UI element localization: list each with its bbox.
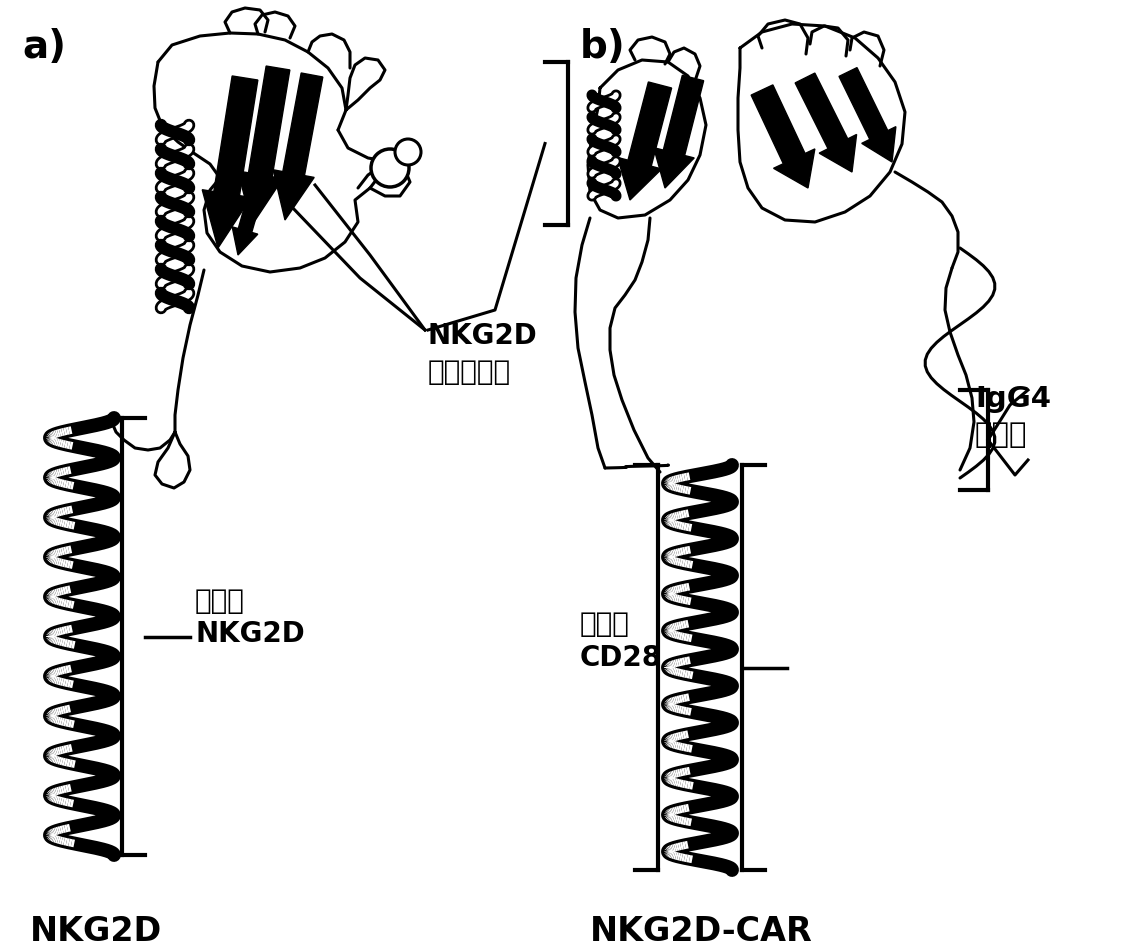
Text: CD28: CD28 [580, 644, 662, 672]
Text: 配体结合域: 配体结合域 [428, 358, 512, 386]
Circle shape [395, 139, 421, 165]
Text: NKG2D: NKG2D [428, 322, 538, 350]
Circle shape [371, 149, 409, 187]
Text: b): b) [580, 28, 626, 66]
Text: NKG2D-CAR: NKG2D-CAR [590, 915, 813, 943]
Polygon shape [751, 85, 815, 188]
Polygon shape [618, 82, 671, 200]
Text: a): a) [22, 28, 66, 66]
Polygon shape [795, 73, 856, 172]
Text: NKG2D: NKG2D [195, 620, 305, 649]
Polygon shape [653, 75, 703, 188]
Text: IgG4: IgG4 [975, 385, 1051, 413]
Polygon shape [839, 68, 895, 162]
Polygon shape [238, 66, 290, 225]
Polygon shape [273, 73, 323, 220]
Polygon shape [202, 76, 258, 248]
Text: 跨膜域: 跨膜域 [195, 587, 244, 615]
Polygon shape [232, 183, 265, 255]
Text: 跨膜域: 跨膜域 [580, 610, 630, 638]
Text: 钰链区: 钰链区 [975, 421, 1028, 449]
Text: NKG2D: NKG2D [30, 915, 162, 943]
